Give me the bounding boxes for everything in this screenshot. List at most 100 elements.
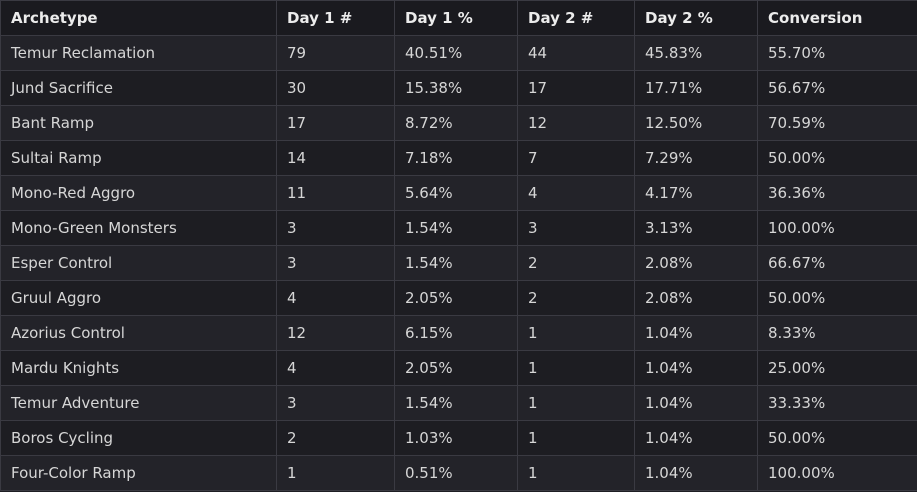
- table-row: Temur Reclamation 79 40.51% 44 45.83% 55.70%: [0, 35, 917, 71]
- day1-count-cell: 3: [276, 245, 395, 281]
- day1-count-cell: 4: [276, 280, 395, 316]
- day2-count-cell: 1: [517, 420, 635, 456]
- archetype-cell: Sultai Ramp: [0, 140, 277, 176]
- day1-count-cell: 4: [276, 350, 395, 386]
- day2-percent-cell: 1.04%: [634, 315, 758, 351]
- day2-count-cell: 1: [517, 385, 635, 421]
- day1-count-cell: 79: [276, 35, 395, 71]
- day1-count-cell: 14: [276, 140, 395, 176]
- archetype-cell: Esper Control: [0, 245, 277, 281]
- day2-count-cell: 17: [517, 70, 635, 106]
- conversion-cell: 100.00%: [757, 455, 917, 491]
- day2-count-cell: 44: [517, 35, 635, 71]
- table-row: Temur Adventure 3 1.54% 1 1.04% 33.33%: [0, 385, 917, 421]
- day2-percent-cell: 2.08%: [634, 280, 758, 316]
- day2-count-cell: 3: [517, 210, 635, 246]
- header-day1-count: Day 1 #: [276, 0, 395, 36]
- header-day2-count: Day 2 #: [517, 0, 635, 36]
- conversion-cell: 66.67%: [757, 245, 917, 281]
- day2-percent-cell: 17.71%: [634, 70, 758, 106]
- archetype-cell: Mardu Knights: [0, 350, 277, 386]
- day1-count-cell: 12: [276, 315, 395, 351]
- header-day2-percent: Day 2 %: [634, 0, 758, 36]
- archetype-cell: Gruul Aggro: [0, 280, 277, 316]
- table-body: Temur Reclamation 79 40.51% 44 45.83% 55.70% J…: [0, 35, 917, 491]
- day2-percent-cell: 1.04%: [634, 385, 758, 421]
- table-row: Mono-Green Monsters 3 1.54% 3 3.13% 100.00%: [0, 210, 917, 246]
- day1-percent-cell: 5.64%: [394, 175, 518, 211]
- conversion-cell: 55.70%: [757, 35, 917, 71]
- table-row: Azorius Control 12 6.15% 1 1.04% 8.33%: [0, 315, 917, 351]
- header-conversion: Conversion: [757, 0, 917, 36]
- conversion-cell: 50.00%: [757, 140, 917, 176]
- day1-count-cell: 1: [276, 455, 395, 491]
- day2-percent-cell: 45.83%: [634, 35, 758, 71]
- header-day1-percent: Day 1 %: [394, 0, 518, 36]
- day2-count-cell: 2: [517, 245, 635, 281]
- table-row: Esper Control 3 1.54% 2 2.08% 66.67%: [0, 245, 917, 281]
- archetype-cell: Mono-Green Monsters: [0, 210, 277, 246]
- header-row: Archetype Day 1 # Day 1 % Day 2 # Day 2 …: [0, 0, 917, 36]
- day2-percent-cell: 3.13%: [634, 210, 758, 246]
- day2-percent-cell: 1.04%: [634, 455, 758, 491]
- day2-count-cell: 7: [517, 140, 635, 176]
- day2-count-cell: 2: [517, 280, 635, 316]
- day1-count-cell: 3: [276, 210, 395, 246]
- archetype-cell: Temur Reclamation: [0, 35, 277, 71]
- table-row: Mono-Red Aggro 11 5.64% 4 4.17% 36.36%: [0, 175, 917, 211]
- day1-percent-cell: 15.38%: [394, 70, 518, 106]
- day1-percent-cell: 0.51%: [394, 455, 518, 491]
- day2-percent-cell: 1.04%: [634, 420, 758, 456]
- day1-count-cell: 30: [276, 70, 395, 106]
- conversion-cell: 100.00%: [757, 210, 917, 246]
- conversion-cell: 50.00%: [757, 280, 917, 316]
- day2-percent-cell: 7.29%: [634, 140, 758, 176]
- conversion-cell: 8.33%: [757, 315, 917, 351]
- conversion-cell: 70.59%: [757, 105, 917, 141]
- day1-percent-cell: 1.54%: [394, 245, 518, 281]
- archetype-cell: Temur Adventure: [0, 385, 277, 421]
- day1-count-cell: 17: [276, 105, 395, 141]
- day1-count-cell: 3: [276, 385, 395, 421]
- day1-count-cell: 2: [276, 420, 395, 456]
- day2-count-cell: 1: [517, 315, 635, 351]
- day2-percent-cell: 1.04%: [634, 350, 758, 386]
- table-row: Sultai Ramp 14 7.18% 7 7.29% 50.00%: [0, 140, 917, 176]
- archetype-cell: Four-Color Ramp: [0, 455, 277, 491]
- conversion-cell: 56.67%: [757, 70, 917, 106]
- table-row: Bant Ramp 17 8.72% 12 12.50% 70.59%: [0, 105, 917, 141]
- conversion-cell: 33.33%: [757, 385, 917, 421]
- day2-count-cell: 1: [517, 455, 635, 491]
- table-row: Jund Sacrifice 30 15.38% 17 17.71% 56.67%: [0, 70, 917, 106]
- day2-count-cell: 4: [517, 175, 635, 211]
- day2-count-cell: 12: [517, 105, 635, 141]
- day1-percent-cell: 2.05%: [394, 350, 518, 386]
- archetype-cell: Azorius Control: [0, 315, 277, 351]
- day1-percent-cell: 6.15%: [394, 315, 518, 351]
- table-row: Gruul Aggro 4 2.05% 2 2.08% 50.00%: [0, 280, 917, 316]
- day1-percent-cell: 40.51%: [394, 35, 518, 71]
- archetype-cell: Boros Cycling: [0, 420, 277, 456]
- day1-percent-cell: 1.54%: [394, 210, 518, 246]
- day1-percent-cell: 1.03%: [394, 420, 518, 456]
- table-header: Archetype Day 1 # Day 1 % Day 2 # Day 2 …: [0, 0, 917, 36]
- day2-percent-cell: 12.50%: [634, 105, 758, 141]
- table-row: Boros Cycling 2 1.03% 1 1.04% 50.00%: [0, 420, 917, 456]
- day2-percent-cell: 4.17%: [634, 175, 758, 211]
- archetype-cell: Jund Sacrifice: [0, 70, 277, 106]
- day2-percent-cell: 2.08%: [634, 245, 758, 281]
- day1-percent-cell: 8.72%: [394, 105, 518, 141]
- day1-percent-cell: 7.18%: [394, 140, 518, 176]
- table-row: Four-Color Ramp 1 0.51% 1 1.04% 100.00%: [0, 455, 917, 491]
- header-archetype: Archetype: [0, 0, 277, 36]
- day1-percent-cell: 2.05%: [394, 280, 518, 316]
- day1-count-cell: 11: [276, 175, 395, 211]
- archetype-cell: Mono-Red Aggro: [0, 175, 277, 211]
- table-row: Mardu Knights 4 2.05% 1 1.04% 25.00%: [0, 350, 917, 386]
- conversion-cell: 36.36%: [757, 175, 917, 211]
- day1-percent-cell: 1.54%: [394, 385, 518, 421]
- day2-count-cell: 1: [517, 350, 635, 386]
- conversion-cell: 50.00%: [757, 420, 917, 456]
- conversion-cell: 25.00%: [757, 350, 917, 386]
